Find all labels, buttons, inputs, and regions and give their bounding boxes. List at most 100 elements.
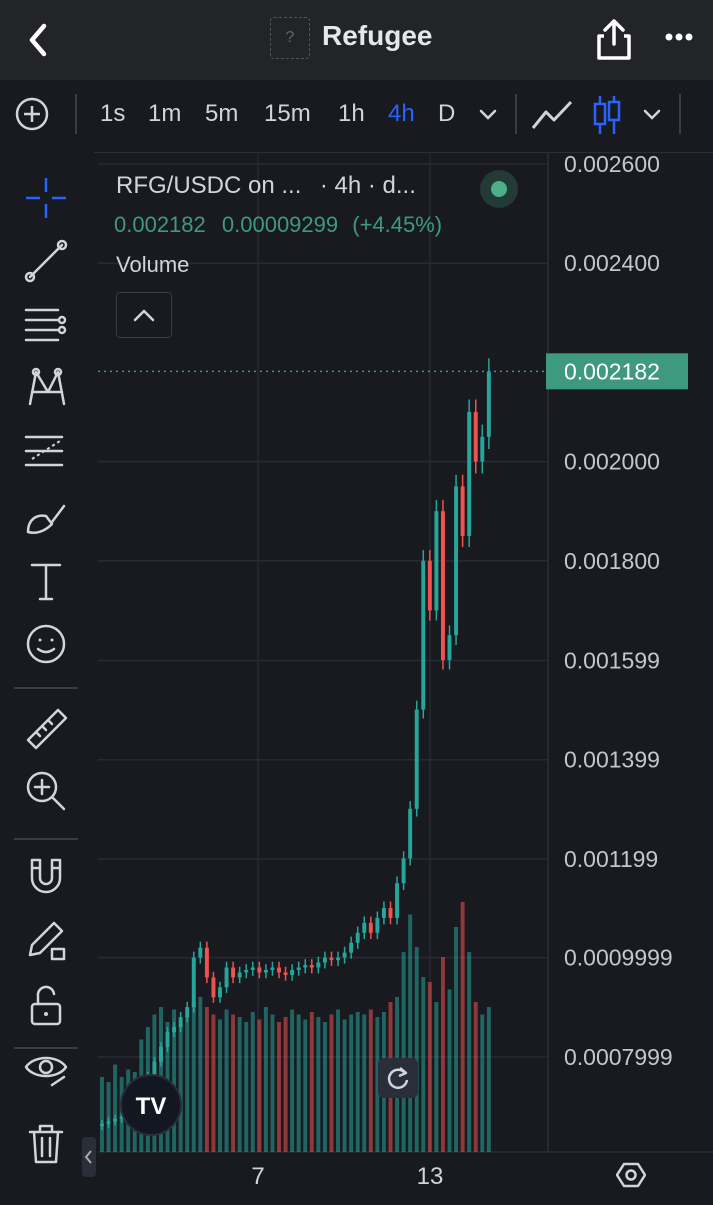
timeframe-dropdown-icon[interactable] bbox=[478, 108, 498, 122]
share-icon[interactable] bbox=[594, 18, 634, 62]
volume-bar bbox=[211, 1014, 216, 1152]
price-axis-label: 0.0007999 bbox=[564, 1044, 673, 1070]
prediction-icon[interactable] bbox=[22, 427, 70, 475]
candle-body bbox=[316, 962, 321, 968]
pattern-icon[interactable] bbox=[22, 364, 70, 412]
candle-body bbox=[460, 486, 465, 536]
volume-bar bbox=[427, 982, 432, 1152]
ohlc-values: 0.002182 0.00009299 (+4.45%) bbox=[114, 212, 442, 238]
volume-indicator-label: Volume bbox=[116, 252, 190, 277]
candlestick-chart[interactable]: 0.002182 0.002600 0.002400 0.002000 0.001800… bbox=[98, 151, 713, 1200]
zoom-in-icon[interactable] bbox=[22, 767, 70, 815]
tradingview-logo[interactable]: TV bbox=[120, 1074, 182, 1136]
candle-body bbox=[427, 560, 432, 611]
timeframe-D[interactable]: D bbox=[438, 100, 456, 127]
volume-bar bbox=[244, 1022, 249, 1152]
volume-bar bbox=[250, 1012, 255, 1152]
drawing-tools-sidebar bbox=[0, 152, 94, 1200]
collapse-legend-button[interactable] bbox=[116, 292, 172, 338]
add-indicator-icon[interactable] bbox=[14, 96, 50, 132]
volume-bar bbox=[480, 1014, 485, 1152]
timeframe-1m[interactable]: 1m bbox=[148, 100, 182, 127]
candle-body bbox=[480, 436, 485, 462]
volume-bar bbox=[460, 902, 465, 1152]
candle-body bbox=[165, 1032, 170, 1047]
candle-body bbox=[309, 965, 314, 968]
candle-body bbox=[375, 917, 380, 933]
svg-text:TV: TV bbox=[136, 1093, 167, 1120]
candle-body bbox=[447, 635, 452, 660]
volume-bar bbox=[237, 1017, 242, 1152]
divider bbox=[679, 94, 681, 134]
brush-icon[interactable] bbox=[22, 492, 70, 540]
candle-body bbox=[172, 1027, 177, 1032]
trash-icon[interactable] bbox=[22, 1120, 70, 1168]
price-axis-label: 0.002600 bbox=[564, 152, 660, 177]
line-chart-type-icon[interactable] bbox=[530, 98, 574, 132]
volume-bar bbox=[172, 1009, 177, 1152]
price-axis-label: 0.001399 bbox=[564, 747, 660, 773]
candle-body bbox=[401, 858, 406, 884]
volume-bar bbox=[401, 952, 406, 1152]
volume-bar bbox=[473, 1002, 478, 1152]
price-chart[interactable]: 0.002182 0.002600 0.002400 0.002000 0.001800… bbox=[82, 151, 713, 1200]
volume-bar bbox=[106, 1082, 111, 1152]
collapse-sidebar-handle[interactable] bbox=[82, 1137, 96, 1177]
market-status-dot bbox=[480, 170, 518, 208]
candle-body bbox=[198, 947, 203, 958]
ruler-icon[interactable] bbox=[22, 704, 70, 752]
price-axis-label: 0.001800 bbox=[564, 548, 660, 574]
unlock-icon[interactable] bbox=[22, 982, 70, 1030]
fib-retracement-icon[interactable] bbox=[22, 300, 70, 348]
candle-body bbox=[322, 957, 327, 963]
trendline-icon[interactable] bbox=[22, 237, 70, 285]
volume-bar bbox=[336, 1009, 340, 1152]
candle-body bbox=[152, 1061, 157, 1077]
chart-type-dropdown-icon[interactable] bbox=[642, 108, 662, 122]
lock-drawing-icon[interactable] bbox=[22, 915, 70, 963]
magnet-icon[interactable] bbox=[22, 852, 70, 900]
timeframe-1s[interactable]: 1s bbox=[100, 100, 126, 127]
volume-bar bbox=[414, 947, 419, 1152]
chart-settings-icon[interactable] bbox=[615, 1160, 647, 1190]
candle-body bbox=[191, 957, 196, 1008]
volume-bar bbox=[303, 1019, 308, 1152]
candle-body bbox=[119, 1116, 124, 1119]
volume-bar bbox=[218, 1019, 222, 1152]
candle-body bbox=[408, 808, 413, 859]
volume-bar bbox=[421, 977, 426, 1152]
price-axis-label: 0.0009999 bbox=[564, 945, 673, 971]
volume-bar bbox=[224, 1009, 229, 1152]
candlestick-chart-type-icon[interactable] bbox=[592, 94, 622, 136]
volume-bar bbox=[204, 1007, 209, 1152]
eye-icon[interactable] bbox=[22, 1045, 70, 1093]
volume-bar bbox=[322, 1022, 327, 1152]
timeframe-15m[interactable]: 15m bbox=[264, 100, 311, 127]
last-price-tag bbox=[546, 353, 688, 390]
candle-body bbox=[231, 967, 236, 978]
candle-body bbox=[434, 511, 439, 611]
volume-bar bbox=[342, 1019, 347, 1152]
price-axis-label: 0.001199 bbox=[564, 846, 658, 872]
time-axis-label: 13 bbox=[417, 1163, 444, 1190]
volume-bar bbox=[178, 1027, 183, 1152]
timeframe-4h[interactable]: 4h bbox=[388, 100, 415, 127]
crosshair-icon[interactable] bbox=[22, 174, 70, 222]
time-axis-label: 7 bbox=[251, 1163, 264, 1190]
volume-bar bbox=[283, 1017, 288, 1152]
sidebar-separator bbox=[14, 838, 78, 840]
volume-bar bbox=[100, 1077, 104, 1152]
symbol-label[interactable]: RFG/USDC on ... bbox=[116, 172, 302, 199]
candle-body bbox=[185, 1007, 190, 1018]
volume-bar bbox=[349, 1014, 354, 1152]
timeframe-5m[interactable]: 5m bbox=[205, 100, 239, 127]
emoji-icon[interactable] bbox=[22, 620, 70, 668]
reset-chart-button[interactable] bbox=[378, 1058, 418, 1098]
more-options-icon[interactable] bbox=[664, 30, 696, 44]
chart-legend: RFG/USDC on ... · 4h · d... bbox=[116, 172, 416, 200]
timeframe-1h[interactable]: 1h bbox=[338, 100, 365, 127]
candle-body bbox=[388, 908, 393, 918]
text-icon[interactable] bbox=[22, 557, 70, 605]
back-icon[interactable] bbox=[20, 20, 56, 60]
candle-body bbox=[454, 486, 459, 636]
